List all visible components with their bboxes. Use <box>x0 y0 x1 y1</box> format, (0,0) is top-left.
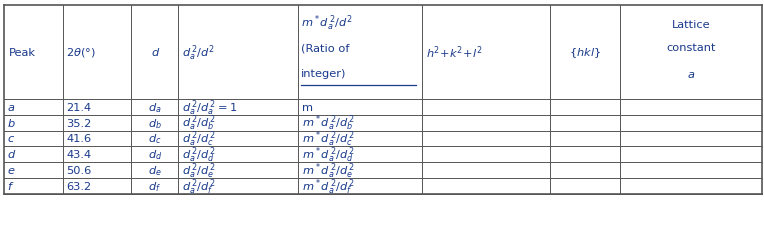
Text: $m^*d_a^{\,2}/d_e^{\,2}$: $m^*d_a^{\,2}/d_e^{\,2}$ <box>302 161 354 180</box>
Text: $d_b$: $d_b$ <box>147 116 162 130</box>
Text: $d_a^{\,2}/d_a^{\,2}=1$: $d_a^{\,2}/d_a^{\,2}=1$ <box>182 98 237 117</box>
Text: Peak: Peak <box>8 48 35 58</box>
Text: $m^*d_a^{\,2}/d^2$: $m^*d_a^{\,2}/d^2$ <box>301 13 353 32</box>
Text: e: e <box>8 165 15 175</box>
Text: $d_a^{\,2}/d_f^{\,2}$: $d_a^{\,2}/d_f^{\,2}$ <box>182 176 216 196</box>
Text: m: m <box>302 103 312 112</box>
Text: b: b <box>8 118 15 128</box>
Text: 35.2: 35.2 <box>66 118 92 128</box>
Text: $d_f$: $d_f$ <box>148 179 161 193</box>
Text: $m^*d_a^{\,2}/d_d^{\,2}$: $m^*d_a^{\,2}/d_d^{\,2}$ <box>302 145 354 164</box>
Text: c: c <box>8 134 14 144</box>
Text: $d_c$: $d_c$ <box>148 132 161 146</box>
Text: 41.6: 41.6 <box>66 134 92 144</box>
Text: 63.2: 63.2 <box>66 181 92 191</box>
Text: 21.4: 21.4 <box>66 103 92 112</box>
Text: a: a <box>8 103 15 112</box>
Text: d: d <box>8 150 15 159</box>
Text: d: d <box>151 48 158 58</box>
Text: $h^2\!+\!k^2\!+\!l^2$: $h^2\!+\!k^2\!+\!l^2$ <box>426 44 483 61</box>
Text: $d_a$: $d_a$ <box>148 101 161 114</box>
Text: $2\theta$(°): $2\theta$(°) <box>66 46 96 59</box>
Text: f: f <box>8 181 11 191</box>
Text: $d_e$: $d_e$ <box>147 163 162 177</box>
Text: $d_a^{\,2}/d^2$: $d_a^{\,2}/d^2$ <box>182 43 215 63</box>
Text: constant: constant <box>666 43 716 53</box>
Text: $d_a^{\,2}/d_c^{\,2}$: $d_a^{\,2}/d_c^{\,2}$ <box>182 129 216 149</box>
Text: $d_a^{\,2}/d_d^{\,2}$: $d_a^{\,2}/d_d^{\,2}$ <box>182 145 216 164</box>
Text: $\{hkl\}$: $\{hkl\}$ <box>569 46 601 60</box>
Text: $m^*d_a^{\,2}/d_b^{\,2}$: $m^*d_a^{\,2}/d_b^{\,2}$ <box>302 113 354 133</box>
Text: $d_a^{\,2}/d_e^{\,2}$: $d_a^{\,2}/d_e^{\,2}$ <box>182 161 216 180</box>
Text: (Ratio of: (Ratio of <box>301 43 349 53</box>
Text: 50.6: 50.6 <box>66 165 92 175</box>
Text: $d_d$: $d_d$ <box>147 148 162 161</box>
Text: integer): integer) <box>301 68 346 78</box>
Text: 43.4: 43.4 <box>66 150 92 159</box>
Text: $d_a^{\,2}/d_b^{\,2}$: $d_a^{\,2}/d_b^{\,2}$ <box>182 113 216 133</box>
Text: $a$: $a$ <box>687 69 695 79</box>
Text: $m^*d_a^{\,2}/d_f^{\,2}$: $m^*d_a^{\,2}/d_f^{\,2}$ <box>302 176 354 196</box>
Text: Lattice: Lattice <box>672 19 711 30</box>
Text: $m^*d_a^{\,2}/d_c^{\,2}$: $m^*d_a^{\,2}/d_c^{\,2}$ <box>302 129 354 149</box>
